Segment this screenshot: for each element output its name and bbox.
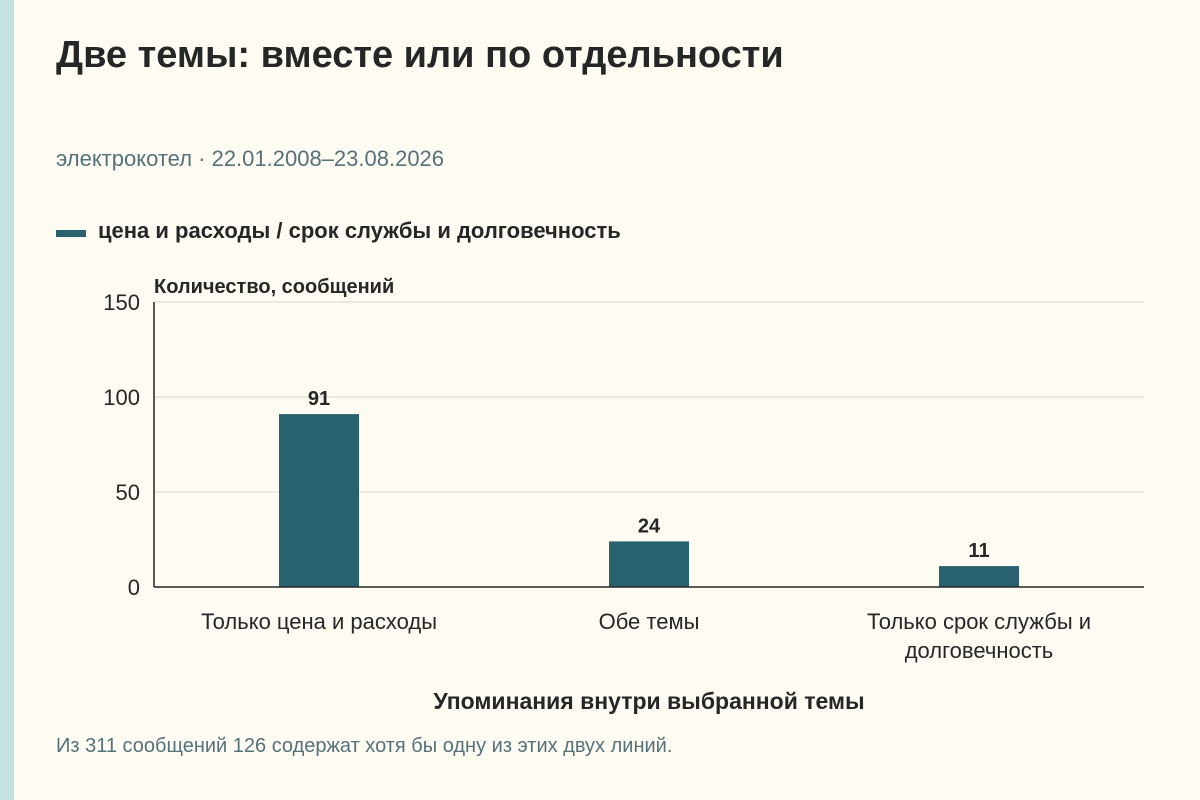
bar-data-label: 91 — [308, 388, 330, 410]
label-layer: 91 24 11 — [308, 388, 990, 562]
y-tick-label: 150 — [103, 290, 140, 315]
accent-strip — [0, 0, 14, 800]
x-axis-label: Упоминания внутри выбранной темы — [433, 688, 864, 714]
legend-swatch — [56, 229, 86, 237]
chart-title: Две темы: вместе или по отдельности — [56, 34, 784, 76]
bar — [279, 414, 359, 587]
bar — [939, 566, 1019, 587]
footnote: Из 311 сообщений 126 содержат хотя бы од… — [56, 735, 673, 757]
x-tick-label: Только цена и расходы — [201, 609, 437, 634]
x-tick-label: Обе темы — [599, 609, 700, 634]
bar-layer — [279, 414, 1019, 587]
y-tick-label: 0 — [128, 575, 140, 600]
bar — [609, 541, 689, 587]
legend: цена и расходы / срок службы и долговечн… — [56, 218, 621, 244]
bar-data-label: 24 — [638, 515, 661, 537]
axis-layer: 0 50 100 150 Количество, сообщений Только цен… — [103, 276, 1144, 714]
bar-data-label: 11 — [968, 540, 989, 562]
bar-chart: 91 24 11 0 50 100 150 Количество, сообщений Тол… — [103, 276, 1144, 714]
legend-label: цена и расходы / срок службы и долговечн… — [98, 218, 621, 243]
x-tick-label: долговечность — [905, 638, 1054, 663]
chart-subtitle: электрокотел · 22.01.2008–23.08.2026 — [56, 146, 445, 171]
y-axis-label: Количество, сообщений — [154, 276, 394, 298]
x-tick-label: Только срок службы и — [867, 609, 1091, 634]
y-tick-label: 50 — [116, 480, 140, 505]
y-tick-label: 100 — [103, 385, 140, 410]
